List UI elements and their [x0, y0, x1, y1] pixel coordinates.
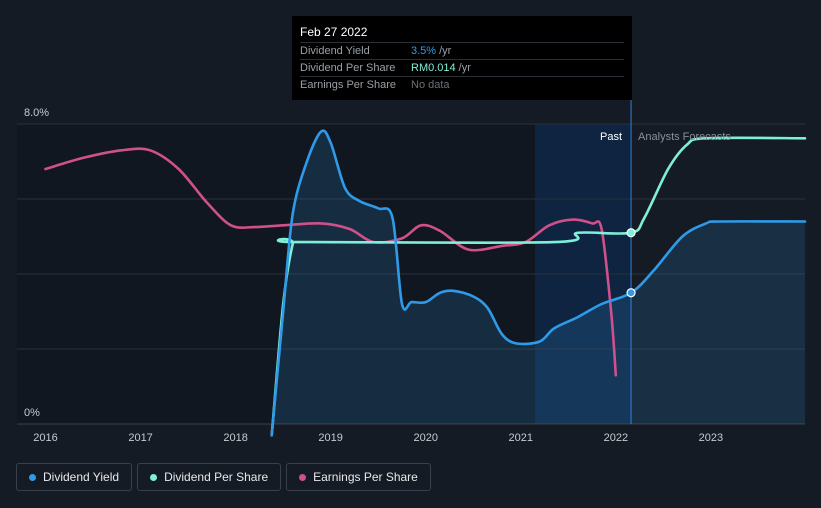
tooltip-unit: /yr	[439, 45, 452, 57]
legend: Dividend Yield Dividend Per Share Earnin…	[16, 463, 431, 491]
past-label: Past	[600, 131, 622, 143]
tooltip-row-dividend-per-share: Dividend Per Share RM0.014 /yr	[300, 59, 624, 76]
legend-label: Earnings Per Share	[313, 470, 418, 484]
x-tick-label: 2023	[699, 432, 723, 444]
dividend-per-share-marker	[626, 228, 636, 238]
dividend-per-share-dot-icon	[150, 473, 158, 481]
earnings-per-share-dot-icon	[299, 473, 307, 481]
x-tick-label: 2016	[33, 432, 57, 444]
tooltip-row-dividend-yield: Dividend Yield 3.5% /yr	[300, 42, 624, 59]
tooltip-label: Dividend Per Share	[300, 62, 396, 74]
legend-label: Dividend Per Share	[164, 470, 269, 484]
tooltip-value: 3.5%	[411, 45, 437, 57]
x-tick-label: 2022	[604, 432, 628, 444]
dividend-yield-area	[271, 130, 805, 436]
x-tick-label: 2019	[318, 432, 342, 444]
tooltip-value: No data	[411, 79, 450, 91]
tooltip-date: Feb 27 2022	[300, 25, 368, 39]
tooltip-unit: /yr	[458, 62, 471, 74]
dividend-yield-marker	[626, 288, 636, 298]
tooltip-row-earnings-per-share: Earnings Per Share No data	[300, 76, 624, 93]
dividend-yield-dot-icon	[29, 473, 36, 481]
y-tick-label-bottom: 0%	[24, 407, 40, 419]
x-tick-label: 2017	[128, 432, 152, 444]
legend-dividend-per-share[interactable]: Dividend Per Share	[137, 463, 282, 491]
tooltip-value: RM0.014	[411, 62, 456, 74]
x-tick-label: 2018	[223, 432, 247, 444]
tooltip-label: Earnings Per Share	[300, 79, 396, 91]
dividend-per-share-line	[270, 136, 807, 437]
x-tick-label: 2020	[413, 432, 437, 444]
tooltip: Feb 27 2022 Dividend Yield 3.5% /yr Divi…	[292, 16, 632, 100]
dividend-chart: 8.0% 0% 2016 2017 2018 2019 2020 2021 2022 2023 Pa…	[17, 100, 807, 444]
legend-dividend-yield[interactable]: Dividend Yield	[16, 463, 133, 491]
legend-label: Dividend Yield	[43, 470, 120, 484]
y-tick-label-top: 8.0%	[24, 107, 49, 119]
grid-lines	[17, 100, 805, 425]
dividend-yield-line	[270, 129, 807, 437]
tooltip-label: Dividend Yield	[300, 45, 370, 57]
legend-earnings-per-share[interactable]: Earnings Per Share	[286, 463, 431, 491]
forecast-label: Analysts Forecasts	[638, 131, 731, 143]
x-tick-label: 2021	[509, 432, 533, 444]
